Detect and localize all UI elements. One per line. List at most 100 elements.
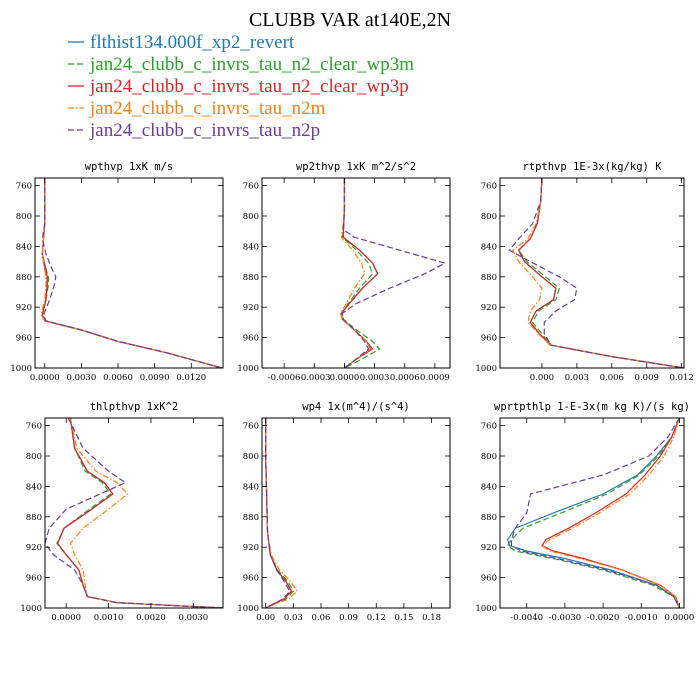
y-tick-label: 920: [243, 543, 259, 553]
y-tick-label: 800: [16, 212, 32, 222]
y-tick-label: 1000: [237, 604, 259, 614]
y-tick-label: 920: [481, 303, 497, 313]
series-line: [340, 178, 379, 368]
plot-frame: [261, 177, 451, 369]
series-line: [517, 178, 684, 368]
series-line: [69, 418, 223, 608]
series-line: [540, 418, 680, 608]
series-line: [508, 178, 684, 368]
series-line: [265, 418, 293, 608]
series-line: [512, 178, 684, 368]
x-tick-label: 0.003: [565, 373, 589, 383]
panel-3: rtpthvp 1E-3x(kg/kg) K 760 800 840 880 920 960…: [475, 161, 693, 383]
plot-frame: [44, 417, 224, 609]
x-tick-label: 0.0003: [360, 373, 390, 383]
panel-title: thlpthvp 1xK^2: [90, 401, 179, 413]
x-tick-label: 0.012: [669, 373, 693, 383]
x-tick-label: 0.15: [394, 613, 413, 623]
series-line: [517, 178, 684, 368]
x-tick-label: 0.009: [635, 373, 659, 383]
y-tick-label: 1000: [475, 604, 497, 614]
y-tick-label: 1000: [475, 364, 497, 374]
y-tick-label: 800: [481, 212, 497, 222]
y-tick-label: 960: [26, 574, 42, 584]
legend-entry: jan24_clubb_c_invrs_tau_n2_clear_wp3p: [89, 76, 409, 97]
x-tick-label: 0.0010: [94, 613, 124, 623]
plot-frame: [499, 417, 685, 609]
legend-entry: jan24_clubb_c_invrs_tau_n2p: [89, 120, 320, 141]
y-tick-label: 800: [243, 452, 259, 462]
y-tick-label: 880: [481, 273, 497, 283]
panel-6: wprtpthlp 1-E-3x(m kg K)/(s kg) 760 800 840…: [475, 401, 694, 623]
x-tick-label: -0.0030: [549, 613, 582, 623]
series-line: [265, 418, 295, 608]
series-line: [541, 418, 680, 608]
y-tick-label: 920: [481, 543, 497, 553]
x-tick-label: 0.0009: [420, 373, 450, 383]
panel-title: rtpthvp 1E-3x(kg/kg) K: [522, 161, 662, 173]
y-tick-label: 760: [481, 422, 497, 432]
y-tick-label: 960: [481, 574, 497, 584]
x-tick-label: 0.12: [367, 613, 386, 623]
panel-4: thlpthvp 1xK^2 760 800 840 880 920 960 1000 0.00…: [20, 401, 224, 623]
legend: flthist134.000f_xp2_revert jan24_clubb_c_…: [68, 32, 414, 141]
y-tick-label: 880: [243, 513, 259, 523]
legend-entry: jan24_clubb_c_invrs_tau_n2m: [89, 98, 326, 119]
series-line: [506, 418, 680, 608]
y-tick-label: 880: [16, 273, 32, 283]
y-tick-label: 840: [243, 242, 259, 252]
series-line: [517, 178, 684, 368]
y-tick-label: 960: [243, 574, 259, 584]
x-tick-label: 0.0000: [665, 613, 695, 623]
x-tick-label: 0.0120: [176, 373, 206, 383]
series-line: [265, 418, 293, 608]
x-tick-label: -0.0003: [298, 373, 331, 383]
y-tick-label: 760: [243, 182, 259, 192]
y-tick-label: 880: [481, 513, 497, 523]
panel-2: wp2thvp 1xK m^2/s^2 760 800 840 880 920 960 100…: [237, 161, 451, 383]
series-line: [341, 178, 447, 368]
x-tick-label: -0.0010: [625, 613, 658, 623]
x-tick-label: 0.0030: [67, 373, 97, 383]
y-tick-label: 760: [243, 422, 259, 432]
y-tick-label: 1000: [20, 604, 42, 614]
y-tick-label: 920: [26, 543, 42, 553]
series-line: [340, 178, 381, 368]
legend-entry: flthist134.000f_xp2_revert: [90, 32, 295, 53]
panel-title: wprtpthlp 1-E-3x(m kg K)/(s kg): [494, 401, 690, 413]
y-tick-label: 960: [481, 334, 497, 344]
series-line: [41, 178, 222, 368]
y-tick-label: 1000: [237, 364, 259, 374]
panel-title: wp2thvp 1xK m^2/s^2: [296, 161, 416, 173]
y-tick-label: 760: [26, 422, 42, 432]
panels-grid: wpthvp 1xK m/s76080084088092096010000.00…: [10, 161, 694, 623]
y-tick-label: 960: [243, 334, 259, 344]
x-tick-label: 0.0060: [103, 373, 133, 383]
y-tick-label: 760: [481, 182, 497, 192]
x-tick-label: 0.06: [312, 613, 331, 623]
plot-frame: [34, 177, 224, 369]
x-tick-label: 0.006: [600, 373, 624, 383]
x-tick-label: 0.0020: [136, 613, 166, 623]
series-line: [339, 178, 372, 368]
series-line: [40, 178, 222, 368]
panel-title: wp4 1x(m^4)/(s^4): [302, 401, 409, 413]
x-tick-label: 0.0000: [330, 373, 360, 383]
x-tick-label: 0.0090: [140, 373, 170, 383]
y-tick-label: 880: [243, 273, 259, 283]
y-tick-label: 840: [243, 482, 259, 492]
series-line: [41, 178, 222, 368]
y-tick-label: 840: [16, 242, 32, 252]
plot-frame: [261, 417, 451, 609]
x-tick-label: -0.0020: [587, 613, 620, 623]
series-line: [41, 178, 222, 368]
y-tick-label: 880: [26, 513, 42, 523]
y-tick-label: 960: [16, 334, 32, 344]
x-tick-label: 0.0000: [30, 373, 60, 383]
x-tick-label: 0.09: [339, 613, 358, 623]
x-tick-label: 0.0006: [390, 373, 420, 383]
x-tick-label: -0.0040: [510, 613, 543, 623]
x-tick-label: 0.00: [256, 613, 275, 623]
y-tick-label: 840: [481, 482, 497, 492]
